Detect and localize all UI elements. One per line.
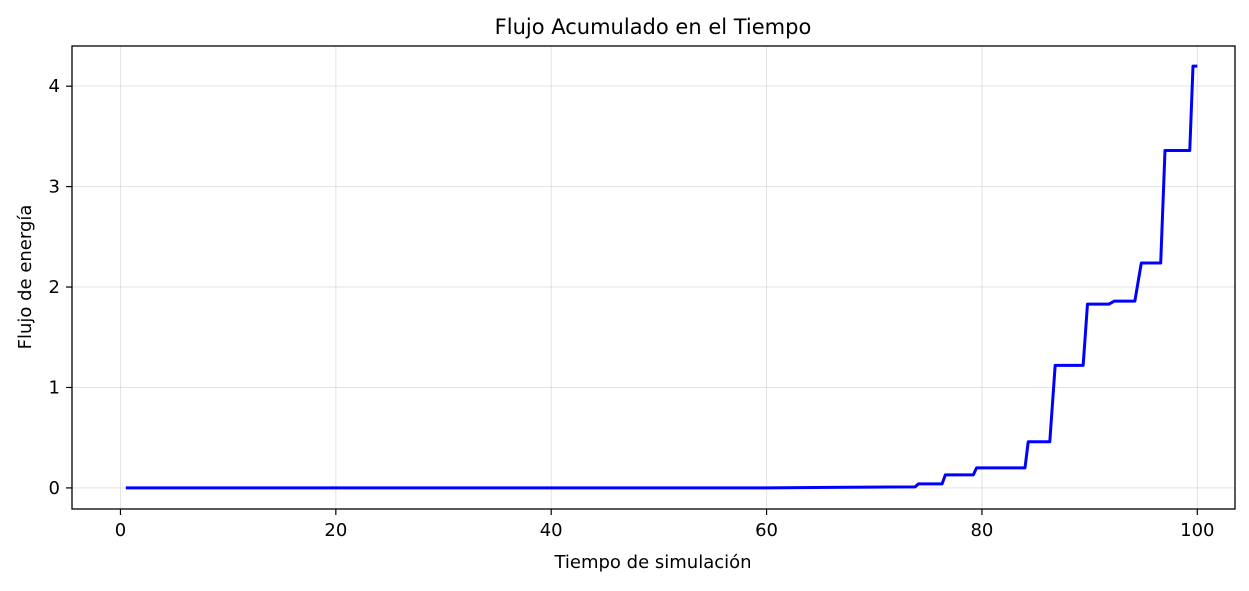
y-axis-label: Flujo de energía [15, 205, 36, 350]
y-tick-label: 2 [49, 277, 60, 298]
x-tick-label: 80 [970, 520, 993, 541]
grid-lines [72, 46, 1235, 509]
x-tick-label: 40 [540, 520, 563, 541]
y-tick-label: 3 [49, 177, 60, 198]
x-tick-label: 20 [324, 520, 347, 541]
x-axis-label: Tiempo de simulación [553, 552, 751, 573]
series-line [125, 64, 1198, 490]
x-tick-label: 60 [755, 520, 778, 541]
axis-ticks: 0 20 40 60 80 100 0 1 2 3 4 [49, 76, 1215, 541]
y-tick-label: 4 [49, 76, 60, 97]
y-tick-label: 1 [49, 377, 60, 398]
plot-area-frame [71, 45, 1236, 510]
x-tick-label: 100 [1180, 520, 1214, 541]
chart-title: Flujo Acumulado en el Tiempo [495, 15, 812, 39]
y-tick-label: 0 [49, 478, 60, 499]
x-tick-label: 0 [115, 520, 126, 541]
series-layer [125, 64, 1198, 490]
